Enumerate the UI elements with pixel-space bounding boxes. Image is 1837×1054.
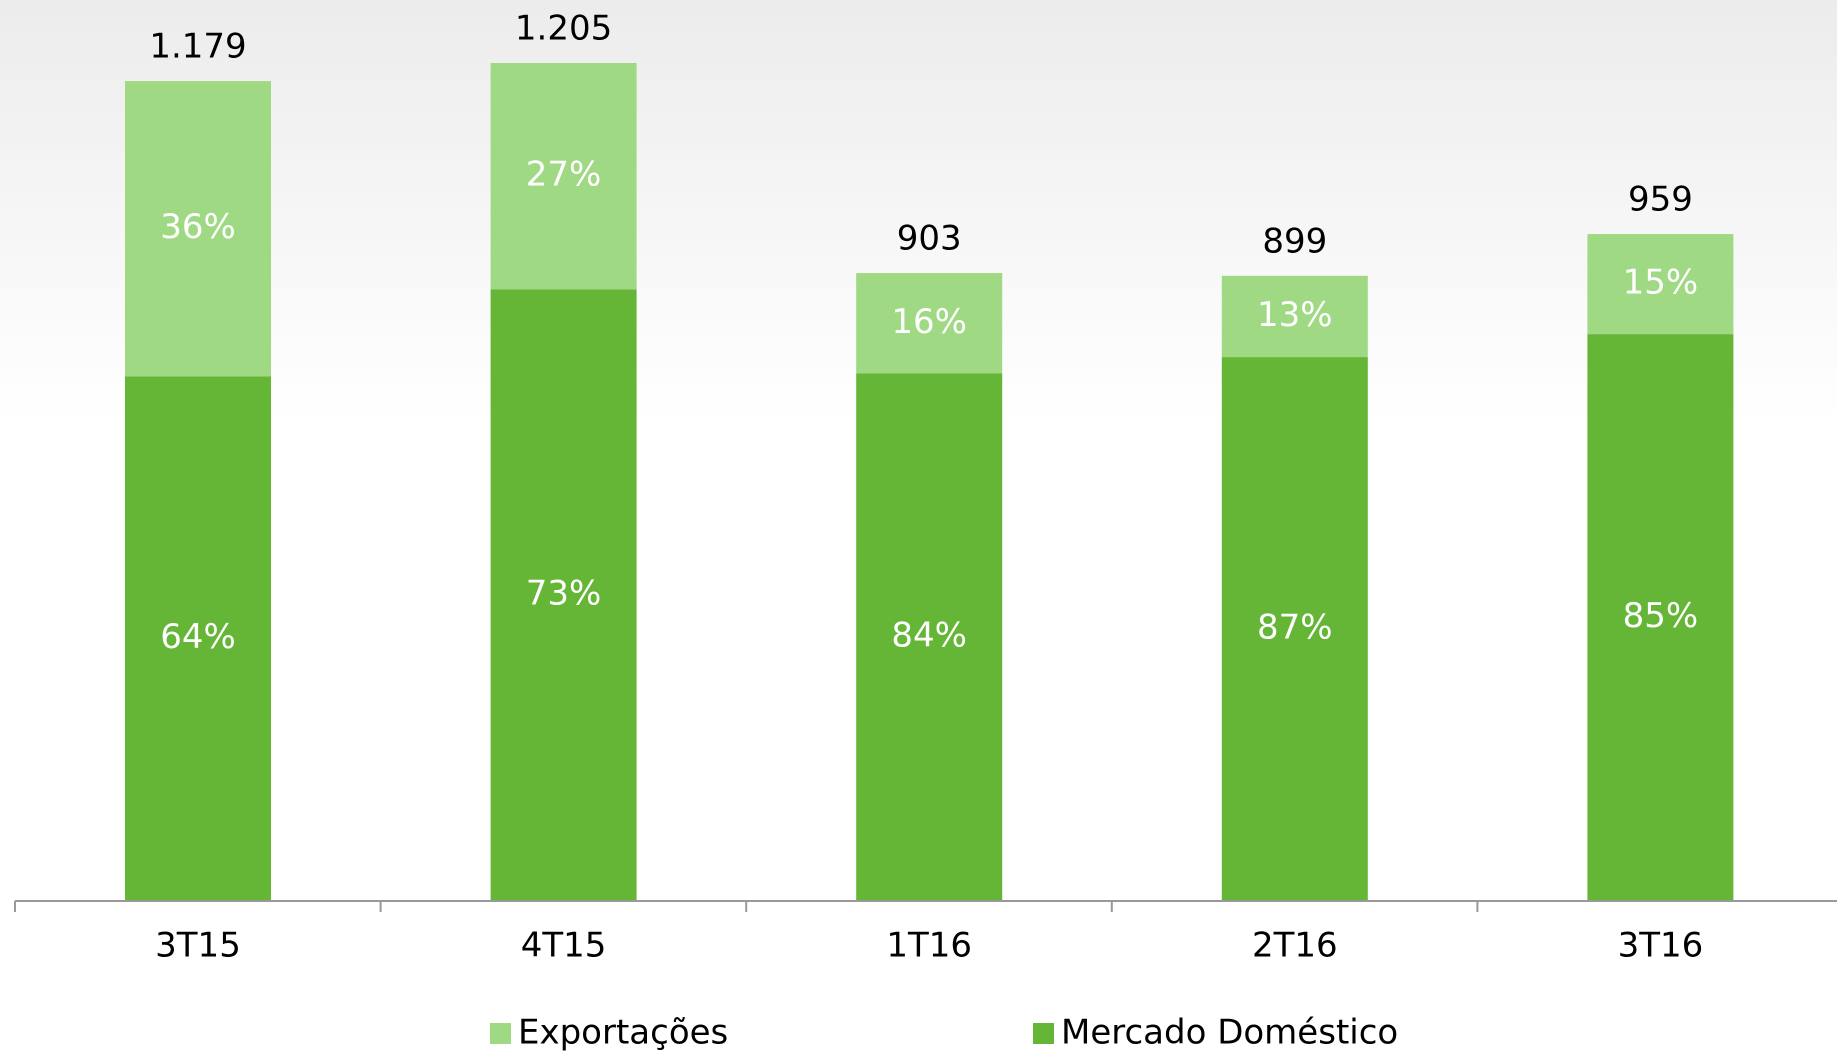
segment-label: 64% <box>160 617 236 657</box>
total-label: 899 <box>1262 221 1327 261</box>
total-label: 1.205 <box>515 9 612 49</box>
bar-segment <box>125 376 271 901</box>
legend-swatch <box>490 1023 511 1044</box>
bar-segment <box>1587 234 1734 335</box>
segment-label: 16% <box>891 302 967 342</box>
x-tick-label: 2T16 <box>1252 926 1338 966</box>
bar-segment <box>856 373 1003 901</box>
total-label: 959 <box>1628 180 1693 220</box>
bar-segment <box>1221 357 1368 902</box>
segment-label: 13% <box>1257 295 1333 335</box>
x-tick-label: 4T15 <box>521 926 607 966</box>
total-label: 903 <box>897 219 962 259</box>
x-tick-label: 1T16 <box>886 926 972 966</box>
bar-segment <box>1587 334 1734 901</box>
legend-label: Mercado Doméstico <box>1061 1013 1398 1053</box>
segment-label: 73% <box>526 574 602 614</box>
segment-label: 36% <box>160 207 236 247</box>
x-tick-label: 3T15 <box>155 926 241 966</box>
bar-segment <box>1221 275 1368 358</box>
bar-segment <box>490 289 637 901</box>
legend-swatch <box>1033 1023 1054 1044</box>
segment-label: 15% <box>1623 263 1699 303</box>
segment-label: 85% <box>1623 596 1699 636</box>
bar-segment <box>125 81 271 377</box>
segment-label: 27% <box>526 155 602 195</box>
legend-label: Exportações <box>518 1013 728 1053</box>
segment-label: 84% <box>891 616 967 656</box>
bar-segment <box>856 273 1003 374</box>
total-label: 1.179 <box>149 27 246 67</box>
x-tick-label: 3T16 <box>1618 926 1704 966</box>
segment-label: 87% <box>1257 608 1333 648</box>
bar-segment <box>490 63 637 290</box>
